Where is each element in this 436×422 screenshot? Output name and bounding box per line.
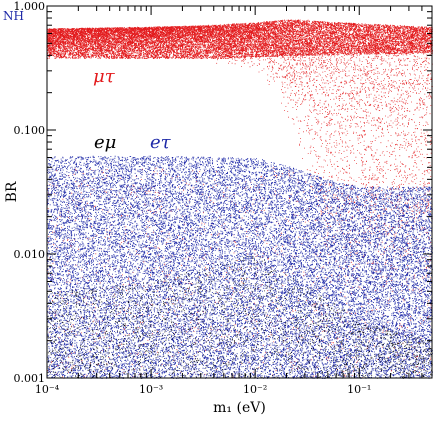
y-tick-label: 0.001: [14, 372, 46, 385]
series-label-mutau: μτ: [93, 66, 116, 87]
x-tick-label: 10⁻¹: [347, 383, 371, 396]
y-tick-label: 0.100: [14, 124, 46, 137]
y-axis-tick-labels: 0.001 0.010 0.100 1.000: [14, 0, 46, 385]
series-label-etau: eτ: [150, 132, 172, 153]
series-label-emu: eμ: [94, 132, 116, 153]
y-axis-title: BR: [4, 181, 20, 202]
x-axis-tick-labels: 10⁻⁴ 10⁻³ 10⁻² 10⁻¹: [35, 383, 371, 396]
x-tick-label: 10⁻³: [139, 383, 163, 396]
series-etau-points: [47, 155, 433, 379]
axis-ticks: [46, 5, 433, 379]
x-tick-label: 10⁻⁴: [35, 383, 60, 396]
y-tick-label: 1.000: [14, 0, 46, 13]
plot-area: [47, 19, 433, 379]
corner-label-nh: NH: [3, 9, 24, 23]
x-axis-title: m₁ (eV): [213, 400, 266, 416]
scatter-points-points-blue: [47, 155, 433, 379]
y-tick-label: 0.010: [14, 248, 46, 261]
x-tick-label: 10⁻²: [243, 383, 267, 396]
series-mutau-points: [47, 19, 433, 379]
